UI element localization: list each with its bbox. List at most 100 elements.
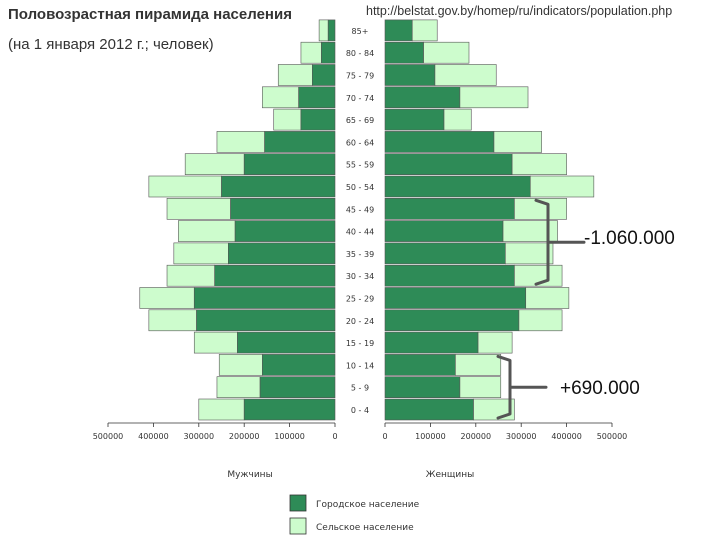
women-x-tick-label: 200000 bbox=[461, 432, 492, 441]
bar-women-rural bbox=[493, 131, 542, 153]
men-x-tick-label: 400000 bbox=[138, 432, 169, 441]
men-x-tick-label: 200000 bbox=[229, 432, 260, 441]
source-url: http://belstat.gov.by/homep/ru/indicator… bbox=[366, 4, 673, 18]
bar-men-urban bbox=[214, 264, 336, 287]
bar-women-rural bbox=[455, 354, 502, 376]
age-group-label: 85+ bbox=[352, 27, 369, 36]
bar-women-urban bbox=[384, 153, 513, 175]
bar-men-rural bbox=[173, 242, 229, 265]
bar-men-urban bbox=[262, 354, 336, 376]
age-group-label: 40 - 44 bbox=[346, 228, 374, 237]
age-group-label: 75 - 79 bbox=[346, 72, 374, 81]
bar-men-rural bbox=[216, 376, 261, 399]
men-x-tick-label: 500000 bbox=[93, 432, 124, 441]
bar-men-urban bbox=[193, 287, 336, 309]
bar-men-urban bbox=[228, 242, 336, 265]
bar-men-urban bbox=[243, 153, 336, 175]
bar-men-urban bbox=[259, 376, 336, 399]
bar-women-urban bbox=[384, 331, 479, 354]
bar-women-urban bbox=[384, 376, 461, 399]
age-group-label: 65 - 69 bbox=[346, 116, 374, 125]
bar-women-urban bbox=[384, 264, 515, 287]
bar-men-urban bbox=[311, 64, 336, 86]
legend-label: Городское население bbox=[316, 500, 420, 510]
bar-men-urban bbox=[237, 331, 336, 354]
bar-men-urban bbox=[221, 175, 336, 198]
bar-women-urban bbox=[384, 220, 504, 242]
men-x-tick-label: 300000 bbox=[184, 432, 215, 441]
women-x-tick-label: 300000 bbox=[506, 432, 537, 441]
bar-men-urban bbox=[230, 198, 336, 220]
bar-men-rural bbox=[198, 398, 245, 421]
bar-men-rural bbox=[300, 41, 322, 64]
bar-men-rural bbox=[277, 64, 313, 86]
bar-women-urban bbox=[384, 354, 456, 376]
bar-men-rural bbox=[139, 287, 195, 309]
bar-women-urban bbox=[384, 86, 461, 109]
bar-women-rural bbox=[529, 175, 595, 198]
legend-swatch bbox=[289, 494, 307, 512]
bar-women-urban bbox=[384, 131, 495, 153]
bar-men-rural bbox=[166, 264, 215, 287]
bar-women-rural bbox=[473, 398, 515, 421]
bar-men-rural bbox=[218, 354, 263, 376]
men-axis-label: Мужчины bbox=[227, 470, 272, 480]
annotation-loss: -1.060.000 bbox=[584, 228, 675, 249]
bar-men-rural bbox=[193, 331, 238, 354]
bar-women-rural bbox=[525, 287, 570, 309]
bar-men-rural bbox=[273, 108, 302, 131]
bar-women-rural bbox=[459, 86, 529, 109]
age-group-label: 0 - 4 bbox=[351, 406, 369, 415]
bar-men-rural bbox=[318, 19, 329, 42]
bar-women-rural bbox=[411, 19, 438, 42]
bar-women-rural bbox=[423, 41, 470, 64]
bar-women-urban bbox=[384, 398, 474, 421]
bar-men-rural bbox=[148, 175, 222, 198]
bar-women-rural bbox=[518, 309, 563, 332]
age-group-label: 15 - 19 bbox=[346, 339, 374, 348]
legend-label: Сельское население bbox=[316, 523, 414, 533]
bar-men-rural bbox=[148, 309, 197, 332]
bar-men-urban bbox=[243, 398, 336, 421]
age-group-label: 20 - 24 bbox=[346, 317, 374, 326]
age-group-label: 55 - 59 bbox=[346, 161, 374, 170]
bar-women-rural bbox=[443, 108, 472, 131]
age-group-label: 60 - 64 bbox=[346, 138, 374, 147]
bar-women-urban bbox=[384, 198, 515, 220]
bar-men-urban bbox=[327, 19, 336, 42]
bar-men-urban bbox=[196, 309, 336, 332]
bar-women-urban bbox=[384, 19, 413, 42]
age-group-label: 25 - 29 bbox=[346, 295, 374, 304]
bar-women-urban bbox=[384, 64, 436, 86]
age-group-label: 70 - 74 bbox=[346, 94, 374, 103]
bar-men-urban bbox=[298, 86, 336, 109]
chart-subtitle: (на 1 января 2012 г.; человек) bbox=[8, 36, 214, 53]
bar-women-urban bbox=[384, 309, 520, 332]
bar-men-rural bbox=[166, 198, 231, 220]
bar-men-urban bbox=[264, 131, 336, 153]
women-x-tick-label: 400000 bbox=[551, 432, 582, 441]
bar-women-rural bbox=[505, 242, 554, 265]
bracket-gain bbox=[496, 354, 548, 420]
bar-women-rural bbox=[514, 264, 563, 287]
bar-women-urban bbox=[384, 287, 527, 309]
bar-women-rural bbox=[502, 220, 558, 242]
age-group-label: 10 - 14 bbox=[346, 361, 374, 370]
bar-men-urban bbox=[234, 220, 336, 242]
women-x-tick-label: 0 bbox=[382, 432, 387, 441]
bar-men-urban bbox=[321, 41, 336, 64]
age-group-label: 5 - 9 bbox=[351, 384, 369, 393]
age-group-label: 80 - 84 bbox=[346, 49, 374, 58]
chart-title: Половозрастная пирамида населения bbox=[8, 6, 292, 23]
legend-swatch bbox=[289, 517, 307, 535]
age-group-label: 35 - 39 bbox=[346, 250, 374, 259]
men-x-tick-label: 0 bbox=[332, 432, 337, 441]
bar-men-rural bbox=[216, 131, 265, 153]
bar-women-urban bbox=[384, 175, 531, 198]
women-axis-label: Женщины bbox=[426, 470, 474, 480]
age-group-label: 45 - 49 bbox=[346, 205, 374, 214]
men-x-tick-label: 100000 bbox=[274, 432, 305, 441]
bar-women-urban bbox=[384, 108, 445, 131]
bar-men-rural bbox=[262, 86, 299, 109]
